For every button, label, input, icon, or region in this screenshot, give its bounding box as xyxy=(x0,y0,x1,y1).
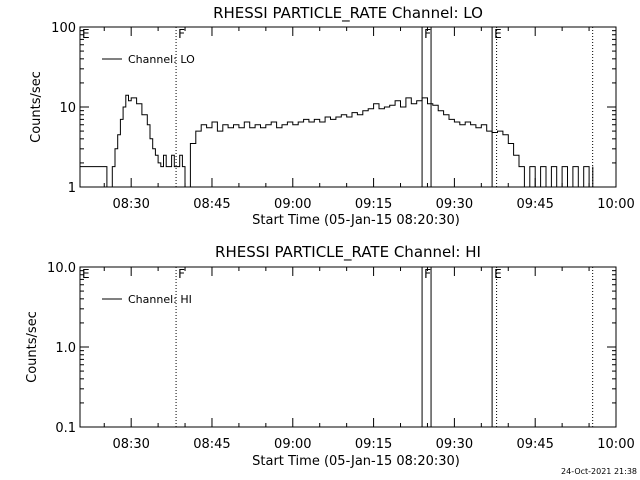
panel-2-ytick-label: 0.1 xyxy=(55,421,76,436)
panel-1-legend-label: Channel: LO xyxy=(128,53,195,66)
panel-1-xtick-label: 09:30 xyxy=(436,197,473,212)
panel-1-ytick-label: 1 xyxy=(68,181,76,196)
panel-1-xlabel: Start Time (05-Jan-15 08:20:30) xyxy=(252,213,460,228)
panel-1-xtick-label: 09:00 xyxy=(274,197,311,212)
panel-2-ytick-label: 10.0 xyxy=(47,261,76,276)
panel-1-xtick-label: 09:15 xyxy=(355,197,392,212)
panel-2-marker-label: E xyxy=(82,267,90,281)
panel-2: RHESSI PARTICLE_RATE Channel: HI 08:30 08:… xyxy=(25,243,635,469)
panel-2-xtick-label: 08:45 xyxy=(193,437,230,452)
panel-2-xtick-label: 10:00 xyxy=(597,437,634,452)
panel-1-xtick-label: 09:45 xyxy=(516,197,553,212)
panel-2-xtick-label: 09:15 xyxy=(355,437,392,452)
panel-2-xtick-label: 09:00 xyxy=(274,437,311,452)
panel-2-plot-frame xyxy=(79,266,617,428)
footer-timestamp: 24-Oct-2021 21:38 xyxy=(561,467,637,476)
panel-1-marker-label: E xyxy=(494,27,502,41)
panel-2-legend-label: Channel: HI xyxy=(128,293,192,306)
panel-1-ytick-label: 10 xyxy=(59,101,76,116)
panels: RHESSI PARTICLE_RATE Channel: LO 08:30 08:… xyxy=(25,4,635,469)
panel-1-xtick-label: 08:45 xyxy=(193,197,230,212)
panel-1-xtick-label: 10:00 xyxy=(597,197,634,212)
panel-1: RHESSI PARTICLE_RATE Channel: LO 08:30 08:… xyxy=(29,4,635,228)
panel-2-marker-label: E xyxy=(494,267,502,281)
panel-1-series-1 xyxy=(80,94,594,188)
panel-1-marker-label: F xyxy=(424,27,431,41)
panel-2-xtick-label: 09:30 xyxy=(436,437,473,452)
panel-1-title: RHESSI PARTICLE_RATE Channel: LO xyxy=(213,4,483,23)
panel-2-xtick-label: 08:30 xyxy=(112,437,149,452)
panel-1-ytick-label: 100 xyxy=(51,21,76,36)
panel-2-ytick-label: 1.0 xyxy=(55,341,76,356)
panel-2-marker-label: F xyxy=(178,267,185,281)
panel-2-ylabel: Counts/sec xyxy=(25,311,40,383)
panel-1-marker-label: E xyxy=(82,27,90,41)
panel-2-marker-label: F xyxy=(424,267,431,281)
panel-2-title: RHESSI PARTICLE_RATE Channel: HI xyxy=(215,243,481,262)
panel-2-xlabel: Start Time (05-Jan-15 08:20:30) xyxy=(252,454,460,469)
panel-1-ylabel: Counts/sec xyxy=(29,71,44,143)
panel-1-marker-label: F xyxy=(178,27,185,41)
panel-1-xtick-label: 08:30 xyxy=(112,197,149,212)
panel-2-xtick-label: 09:45 xyxy=(516,437,553,452)
